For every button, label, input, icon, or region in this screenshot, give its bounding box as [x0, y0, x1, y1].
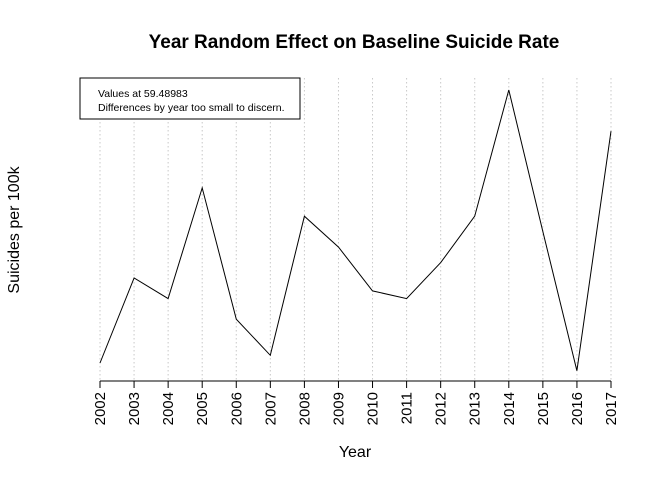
x-tick-label-2010: 2010: [365, 392, 382, 425]
x-tick-label-2016: 2016: [569, 392, 586, 425]
x-tick-label-2017: 2017: [603, 392, 620, 425]
x-tick-label-2008: 2008: [296, 392, 313, 425]
x-tick-label-2011: 2011: [399, 392, 416, 424]
vertical-grid: [99, 78, 612, 381]
x-axis-ticks: 2002 2003 2004 2005 2006 2007 2008 2009 2010 2011…: [92, 381, 620, 425]
x-tick-label-2006: 2006: [228, 392, 245, 425]
x-tick-label-2015: 2015: [535, 392, 552, 425]
annotation-line-2: Differences by year too small to discern…: [98, 102, 285, 114]
chart-title: Year Random Effect on Baseline Suicide R…: [149, 32, 560, 53]
x-tick-label-2005: 2005: [194, 392, 211, 425]
x-tick-label-2014: 2014: [501, 392, 518, 425]
x-tick-label-2007: 2007: [262, 392, 279, 425]
annotation-box: [79, 77, 301, 120]
series-line-0: [99, 89, 612, 371]
x-tick-label-2003: 2003: [126, 392, 143, 425]
x-tick-label-2009: 2009: [330, 392, 347, 425]
x-tick-label-2013: 2013: [467, 392, 484, 425]
x-tick-label-2012: 2012: [433, 392, 450, 425]
x-tick-label-2004: 2004: [160, 392, 177, 425]
series-group: [99, 89, 612, 371]
x-tick-label-2002: 2002: [92, 392, 109, 425]
x-axis-title: Year: [339, 444, 372, 461]
annotation-line-1: Values at 59.48983: [98, 88, 188, 100]
y-axis-title: Suicides per 100k: [6, 165, 23, 293]
